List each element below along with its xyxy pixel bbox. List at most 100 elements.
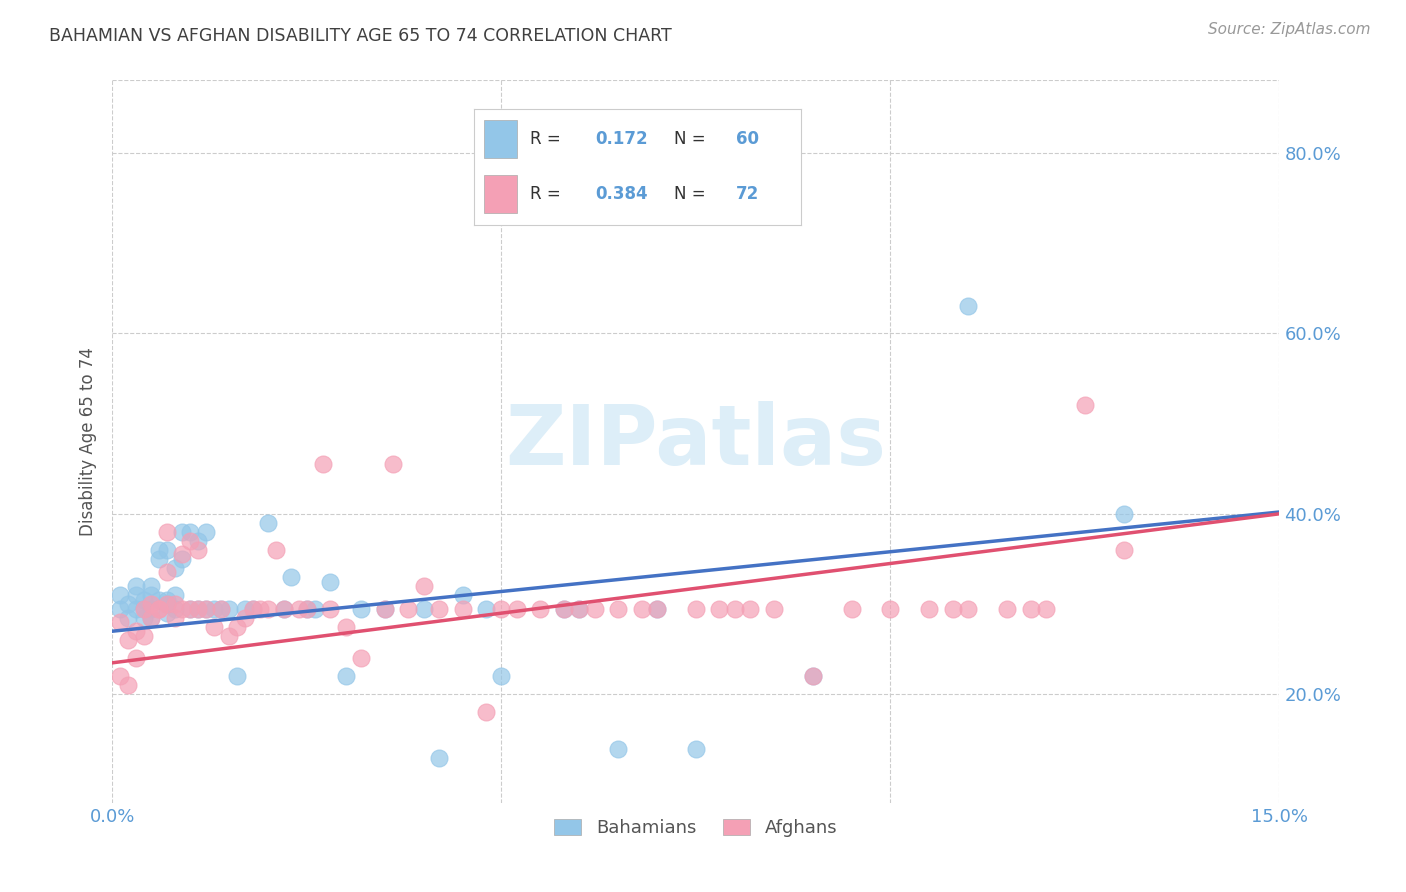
Legend: Bahamians, Afghans: Bahamians, Afghans: [547, 812, 845, 845]
Point: [179, 524, 201, 539]
Point: [117, 678, 139, 692]
Point: [841, 601, 863, 615]
Point: [280, 570, 302, 584]
Point: [374, 601, 396, 615]
Point: [304, 601, 326, 615]
Point: [148, 592, 170, 607]
Point: [141, 601, 163, 615]
Point: [163, 597, 186, 611]
Point: [427, 750, 450, 764]
Point: [451, 601, 474, 615]
Point: [226, 669, 249, 683]
Point: [553, 601, 575, 615]
Point: [311, 457, 333, 471]
Point: [553, 601, 575, 615]
Point: [295, 601, 318, 615]
Point: [685, 741, 707, 756]
Point: [396, 601, 419, 615]
Point: [110, 588, 132, 602]
Text: Source: ZipAtlas.com: Source: ZipAtlas.com: [1208, 22, 1371, 37]
Point: [233, 610, 256, 624]
Point: [957, 299, 980, 313]
Point: [179, 601, 201, 615]
Point: [879, 601, 901, 615]
Point: [475, 706, 498, 720]
Point: [163, 601, 186, 615]
Point: [132, 592, 155, 607]
Point: [156, 597, 179, 611]
Point: [218, 601, 240, 615]
Point: [233, 601, 256, 615]
Point: [156, 606, 179, 620]
Point: [110, 669, 132, 683]
Point: [607, 601, 630, 615]
Point: [194, 601, 217, 615]
Point: [249, 601, 271, 615]
Point: [1112, 507, 1135, 521]
Point: [257, 601, 280, 615]
Point: [125, 651, 148, 665]
Text: BAHAMIAN VS AFGHAN DISABILITY AGE 65 TO 74 CORRELATION CHART: BAHAMIAN VS AFGHAN DISABILITY AGE 65 TO …: [49, 27, 672, 45]
Point: [156, 524, 179, 539]
Point: [132, 601, 155, 615]
Point: [172, 552, 194, 566]
Point: [295, 601, 318, 615]
Point: [995, 601, 1018, 615]
Point: [172, 524, 194, 539]
Point: [110, 615, 132, 630]
Point: [427, 601, 450, 615]
Point: [141, 610, 163, 624]
Point: [132, 610, 155, 624]
Point: [491, 669, 513, 683]
Y-axis label: Disability Age 65 to 74: Disability Age 65 to 74: [79, 347, 97, 536]
Point: [491, 601, 513, 615]
Point: [630, 601, 652, 615]
Point: [125, 601, 148, 615]
Point: [762, 601, 785, 615]
Point: [645, 601, 668, 615]
Point: [156, 542, 179, 557]
Point: [264, 542, 287, 557]
Point: [918, 601, 941, 615]
Point: [568, 601, 591, 615]
Point: [374, 601, 396, 615]
Point: [412, 579, 434, 593]
Point: [187, 542, 209, 557]
Point: [226, 620, 249, 634]
Point: [148, 601, 170, 615]
Point: [740, 601, 762, 615]
Point: [242, 601, 264, 615]
Point: [179, 601, 201, 615]
Point: [1112, 542, 1135, 557]
Point: [187, 601, 209, 615]
Point: [724, 601, 747, 615]
Point: [709, 601, 731, 615]
Point: [202, 601, 225, 615]
Point: [179, 533, 201, 548]
Point: [125, 579, 148, 593]
Point: [117, 597, 139, 611]
Point: [335, 669, 357, 683]
Point: [209, 601, 232, 615]
Point: [1035, 601, 1057, 615]
Point: [110, 601, 132, 615]
Point: [319, 574, 342, 589]
Point: [273, 601, 295, 615]
Point: [273, 601, 295, 615]
Point: [451, 588, 474, 602]
Point: [412, 601, 434, 615]
Point: [148, 552, 170, 566]
Point: [1019, 601, 1042, 615]
Point: [156, 592, 179, 607]
Point: [187, 601, 209, 615]
Point: [242, 601, 264, 615]
Point: [685, 601, 707, 615]
Point: [801, 669, 824, 683]
Point: [529, 601, 551, 615]
Point: [568, 601, 591, 615]
Point: [942, 601, 965, 615]
Point: [801, 669, 824, 683]
Point: [141, 579, 163, 593]
Point: [607, 741, 630, 756]
Point: [187, 533, 209, 548]
